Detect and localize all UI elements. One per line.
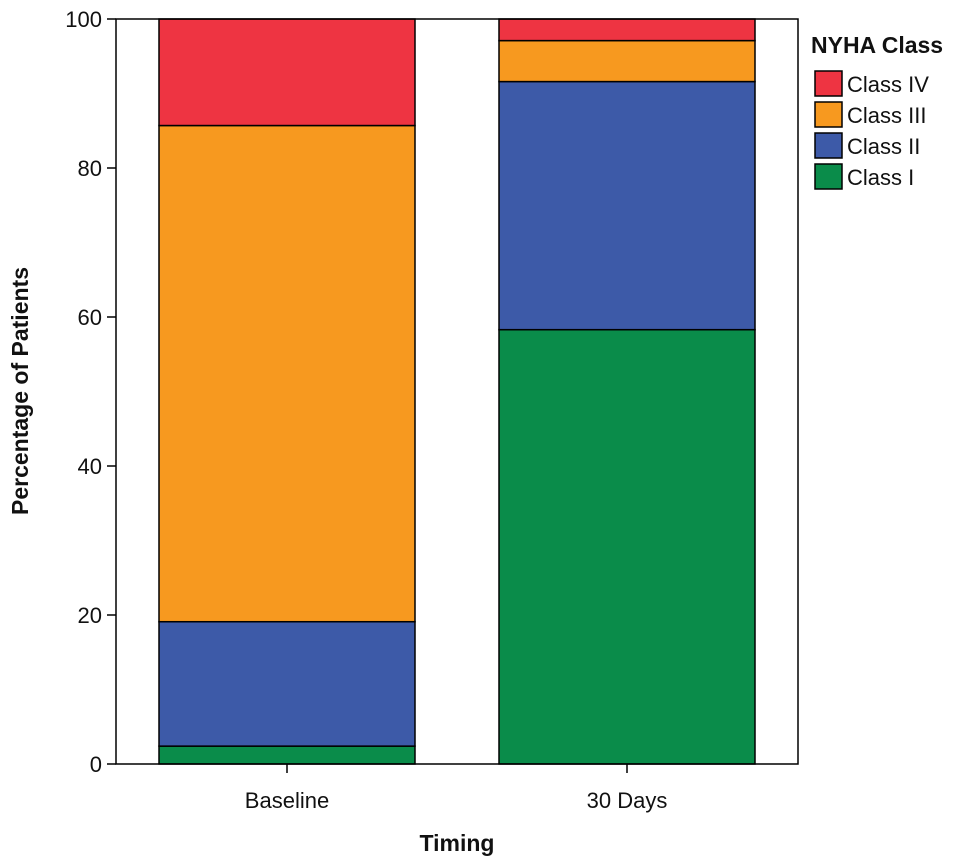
legend-label-class-iv: Class IV	[847, 72, 929, 97]
legend-swatch-class-iv	[814, 70, 843, 97]
bar-segment-30-days-class-iii	[498, 39, 756, 83]
x-axis-title: Timing	[420, 830, 495, 856]
bar-segment-baseline-class-iii	[158, 124, 416, 623]
legend-label-class-ii: Class II	[847, 134, 920, 159]
legend-swatch-class-iii	[814, 101, 843, 128]
plot-frame	[115, 18, 799, 765]
y-axis-title: Percentage of Patients	[7, 267, 33, 515]
legend-label-class-i: Class I	[847, 165, 914, 190]
bar-segment-30-days-class-ii	[498, 80, 756, 331]
x-tick-label: 30 Days	[587, 788, 668, 813]
legend-swatch-class-i	[814, 163, 843, 190]
bar-segment-30-days-class-iv	[498, 18, 756, 42]
y-tick-label: 20	[78, 603, 102, 628]
legend-title: NYHA Class	[811, 32, 943, 58]
bar-segment-baseline-class-i	[158, 745, 416, 765]
legend-swatch-class-ii	[814, 132, 843, 159]
bar-segment-baseline-class-ii	[158, 620, 416, 747]
legend-items: Class IV Class III Class II Class I	[814, 70, 929, 190]
legend-label-class-iii: Class III	[847, 103, 926, 128]
bar-segment-baseline-class-iv	[158, 18, 416, 127]
y-tick-label: 0	[90, 752, 102, 777]
y-tick-label: 80	[78, 156, 102, 181]
bars-layer	[158, 18, 756, 765]
x-tick-label: Baseline	[245, 788, 329, 813]
bar-segment-30-days-class-i	[498, 328, 756, 765]
axis-layer: 0 20 40 60 80 100 Baseline 30 Days	[65, 7, 667, 813]
y-tick-label: 100	[65, 7, 102, 32]
y-tick-label: 60	[78, 305, 102, 330]
y-tick-label: 40	[78, 454, 102, 479]
